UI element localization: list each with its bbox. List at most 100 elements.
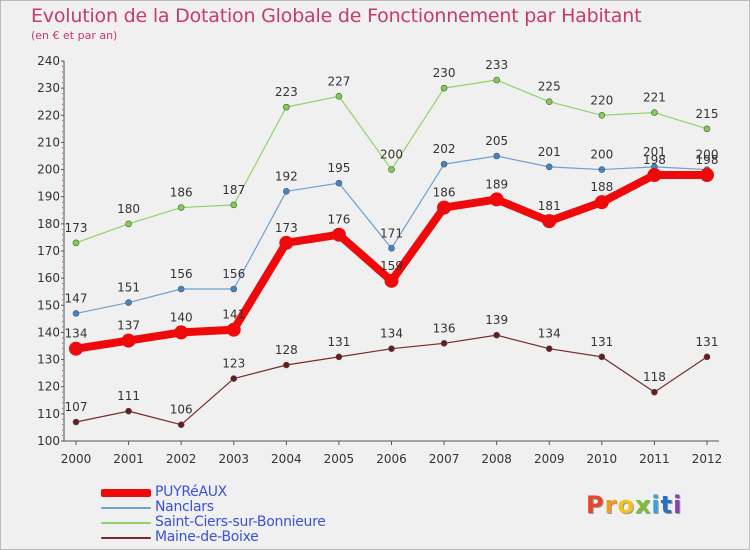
data-point	[226, 322, 241, 337]
y-minor-tick	[62, 272, 63, 274]
y-tick-label: 120	[37, 380, 60, 394]
data-point	[283, 103, 290, 111]
legend-item: Saint-Ciers-sur-Bonnieure	[101, 514, 401, 530]
y-minor-tick	[62, 212, 63, 214]
y-minor-tick	[62, 179, 63, 181]
logo-letter: r	[604, 491, 618, 519]
x-tick-label: 2003	[218, 452, 249, 466]
data-label: 151	[117, 281, 140, 295]
data-label: 107	[65, 400, 88, 414]
data-label: 205	[485, 134, 508, 148]
data-label: 139	[485, 313, 508, 327]
data-label: 118	[643, 370, 666, 384]
y-minor-tick	[62, 98, 63, 100]
y-minor-tick	[62, 424, 63, 426]
data-label: 227	[327, 74, 350, 88]
data-label: 134	[380, 327, 403, 341]
data-label: 111	[117, 389, 140, 403]
y-minor-tick	[62, 76, 63, 78]
y-tick-label: 220	[37, 108, 60, 122]
data-point	[440, 84, 448, 92]
y-minor-tick	[62, 152, 63, 154]
legend-item: PUYRéAUX	[101, 484, 401, 500]
data-label: 136	[433, 321, 456, 335]
y-minor-tick	[62, 337, 63, 339]
x-tick-label: 2000	[61, 452, 92, 466]
y-minor-tick	[62, 283, 63, 285]
data-label: 134	[538, 327, 561, 341]
data-point	[651, 109, 658, 116]
data-point	[72, 239, 80, 247]
data-label: 200	[696, 148, 719, 162]
y-minor-tick	[62, 234, 63, 236]
x-tick-label: 2004	[271, 452, 302, 466]
data-label: 180	[117, 202, 140, 216]
chart-subtitle: (en € et par an)	[31, 29, 118, 42]
y-minor-tick	[62, 190, 63, 192]
data-point	[594, 195, 609, 210]
data-point	[283, 187, 290, 195]
data-point	[493, 331, 500, 339]
legend-swatch	[101, 536, 151, 539]
y-minor-tick	[62, 407, 63, 409]
x-tick-label: 2012	[692, 452, 723, 466]
y-minor-tick	[62, 131, 63, 133]
data-label: 198	[643, 153, 666, 167]
y-tick-label: 190	[37, 190, 60, 204]
data-label: 192	[275, 169, 298, 183]
x-tick-label: 2002	[166, 452, 197, 466]
y-minor-tick	[62, 375, 63, 377]
y-minor-tick	[62, 158, 63, 160]
y-minor-tick	[62, 342, 63, 344]
data-point	[598, 166, 606, 173]
y-minor-tick	[62, 228, 63, 230]
logo-letter: i	[651, 491, 661, 519]
y-minor-tick	[62, 125, 63, 127]
data-label: 159	[380, 259, 403, 273]
data-label: 201	[538, 145, 561, 159]
data-label: 181	[538, 199, 561, 213]
data-label: 225	[538, 80, 561, 94]
y-minor-tick	[62, 266, 63, 268]
data-label: 173	[65, 221, 88, 235]
data-point	[440, 339, 448, 347]
y-tick-label: 160	[37, 271, 60, 285]
logo-letter: t	[660, 491, 674, 519]
legend-label: Nanclars	[155, 499, 214, 515]
y-minor-tick	[62, 261, 63, 263]
data-label: 202	[433, 142, 456, 156]
y-minor-tick	[62, 353, 63, 355]
data-label: 141	[222, 308, 245, 322]
data-point	[335, 179, 343, 187]
x-tick-label: 2006	[376, 452, 407, 466]
chart-title: Evolution de la Dotation Globale de Fonc…	[31, 5, 642, 27]
data-label: 220	[590, 93, 613, 107]
data-label: 147	[65, 291, 88, 305]
y-minor-tick	[62, 136, 63, 138]
y-minor-tick	[62, 321, 63, 323]
data-label: 128	[275, 343, 298, 357]
data-point	[545, 345, 553, 353]
data-label: 156	[170, 267, 193, 281]
data-point	[72, 418, 80, 426]
data-point	[125, 220, 132, 228]
data-label: 173	[275, 221, 298, 235]
y-tick-label: 100	[37, 434, 60, 448]
data-point	[651, 388, 658, 396]
y-minor-tick	[62, 109, 63, 111]
legend-swatch	[101, 488, 151, 497]
legend-item: Nanclars	[101, 499, 401, 515]
data-point	[545, 163, 553, 171]
data-point	[335, 353, 343, 361]
data-label: 186	[170, 186, 193, 200]
x-tick-label: 2011	[639, 452, 670, 466]
y-minor-tick	[62, 429, 63, 431]
data-point	[542, 214, 557, 229]
data-point	[703, 125, 711, 133]
data-label: 230	[433, 66, 456, 80]
y-minor-tick	[62, 65, 63, 67]
y-minor-tick	[62, 239, 63, 241]
data-point	[283, 361, 290, 369]
data-point	[545, 98, 553, 106]
